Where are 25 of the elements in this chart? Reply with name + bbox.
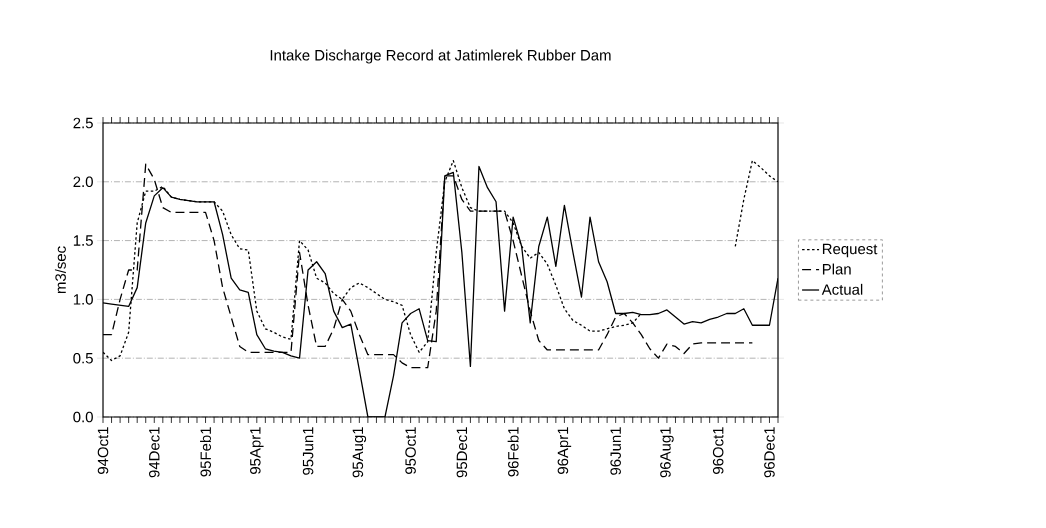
legend-label: Actual [821,283,863,295]
x-tick-label: 96Feb1 [507,427,519,477]
x-tick-label: 95Aug1 [352,427,367,478]
x-tick-label: 94Dec1 [148,427,160,478]
legend-label: Plan [822,263,851,275]
x-tick-label: 95Feb1 [200,427,212,477]
x-tick-label: 96Dec1 [764,427,775,478]
x-tick-label: 95Apr1 [250,427,264,474]
x-tick-label: 96Aug1 [660,427,674,478]
x-tick-label: 95Dec1 [456,427,468,478]
x-tick-label: 95Jun1 [302,427,314,475]
y-tick-label: 2.0 [73,176,93,188]
x-tick-label: 96Oct1 [712,427,724,474]
y-tick-label: 0.5 [73,352,93,364]
y-tick-label: 0.0 [73,411,93,423]
y-tick-label: 2.5 [73,117,93,129]
y-axis-title: m3/sec [54,246,66,294]
x-tick-label: 95Oct1 [405,427,416,474]
y-tick-label: 1.5 [73,235,93,246]
x-tick-label: 94Oct1 [97,427,109,474]
x-tick-label: 96Apr1 [557,427,572,474]
x-tick-label: 96Jun1 [610,427,621,475]
chart-title: Intake Discharge Record at Jatimlerek Rubber Dam [270,49,611,64]
y-tick-label: 1.0 [73,294,93,305]
legend-label: Request [822,243,878,258]
